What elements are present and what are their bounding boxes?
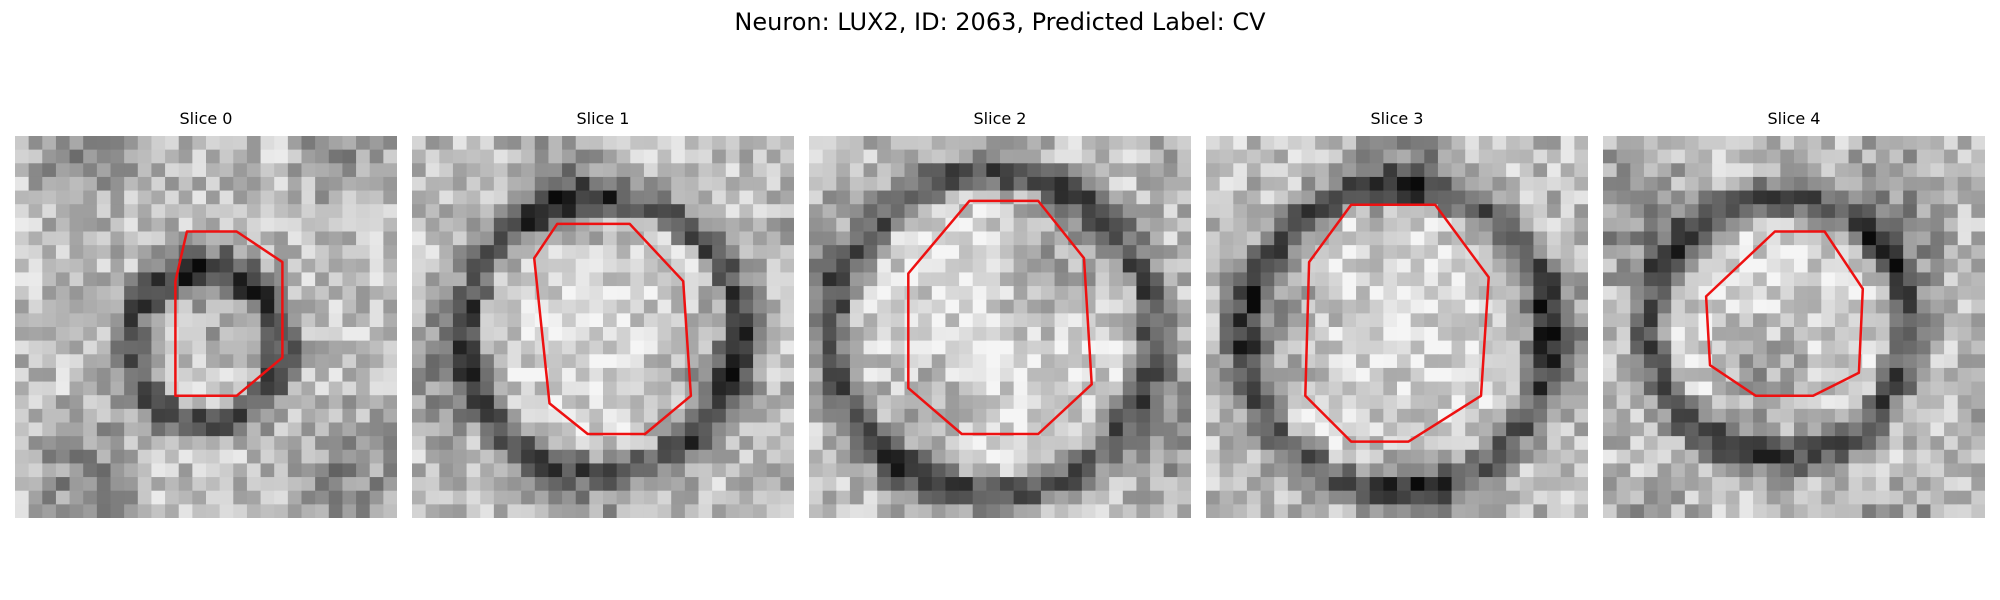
segmentation-contour-2 [907, 199, 1093, 436]
slice-panel-2: Slice 2 [809, 108, 1191, 518]
slice-image-4 [1603, 136, 1985, 518]
slice-panel-4: Slice 4 [1603, 108, 1985, 518]
slice-title-0: Slice 0 [179, 109, 233, 128]
slice-title-2: Slice 2 [973, 109, 1027, 128]
slice-panel-0: Slice 0 [15, 108, 397, 518]
slice-panel-1: Slice 1 [412, 108, 794, 518]
segmentation-contour-1 [532, 222, 693, 436]
slice-title-1: Slice 1 [576, 109, 630, 128]
slice-image-0 [15, 136, 397, 518]
slice-title-3: Slice 3 [1370, 109, 1424, 128]
slice-image-3 [1206, 136, 1588, 518]
slice-image-1 [412, 136, 794, 518]
segmentation-contour-3 [1304, 203, 1490, 443]
slice-image-2 [809, 136, 1191, 518]
segmentation-contour-4 [1704, 230, 1865, 398]
figure-title: Neuron: LUX2, ID: 2063, Predicted Label:… [734, 8, 1266, 36]
segmentation-contour-0 [174, 230, 284, 398]
slice-title-4: Slice 4 [1767, 109, 1821, 128]
slice-panel-3: Slice 3 [1206, 108, 1588, 518]
